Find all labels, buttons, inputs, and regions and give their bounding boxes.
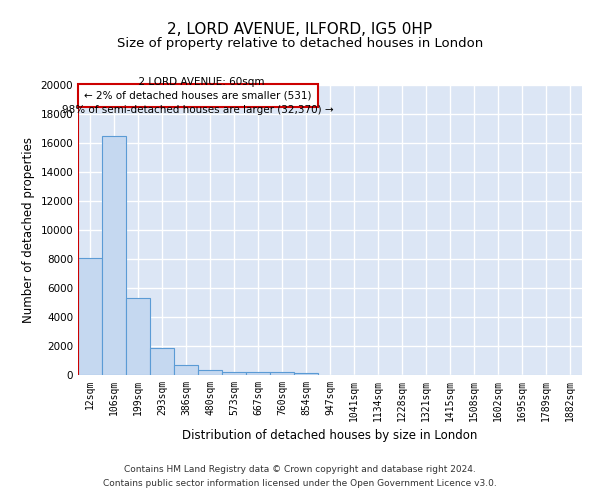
Y-axis label: Number of detached properties: Number of detached properties bbox=[22, 137, 35, 323]
X-axis label: Distribution of detached houses by size in London: Distribution of detached houses by size … bbox=[182, 430, 478, 442]
Bar bbox=[246, 372, 270, 375]
Bar bbox=[222, 372, 246, 375]
Bar bbox=[102, 136, 126, 375]
Bar bbox=[150, 348, 174, 375]
Text: 2, LORD AVENUE, ILFORD, IG5 0HP: 2, LORD AVENUE, ILFORD, IG5 0HP bbox=[167, 22, 433, 38]
Text: 2 LORD AVENUE: 60sqm
← 2% of detached houses are smaller (531)
98% of semi-detac: 2 LORD AVENUE: 60sqm ← 2% of detached ho… bbox=[62, 76, 334, 114]
Bar bbox=[294, 372, 318, 375]
Bar bbox=[198, 370, 222, 375]
Bar bbox=[78, 258, 102, 375]
Text: Contains HM Land Registry data © Crown copyright and database right 2024.
Contai: Contains HM Land Registry data © Crown c… bbox=[103, 466, 497, 487]
Bar bbox=[78, 84, 318, 107]
Text: Size of property relative to detached houses in London: Size of property relative to detached ho… bbox=[117, 38, 483, 51]
Bar bbox=[174, 365, 198, 375]
Bar bbox=[270, 372, 294, 375]
Bar bbox=[126, 298, 150, 375]
